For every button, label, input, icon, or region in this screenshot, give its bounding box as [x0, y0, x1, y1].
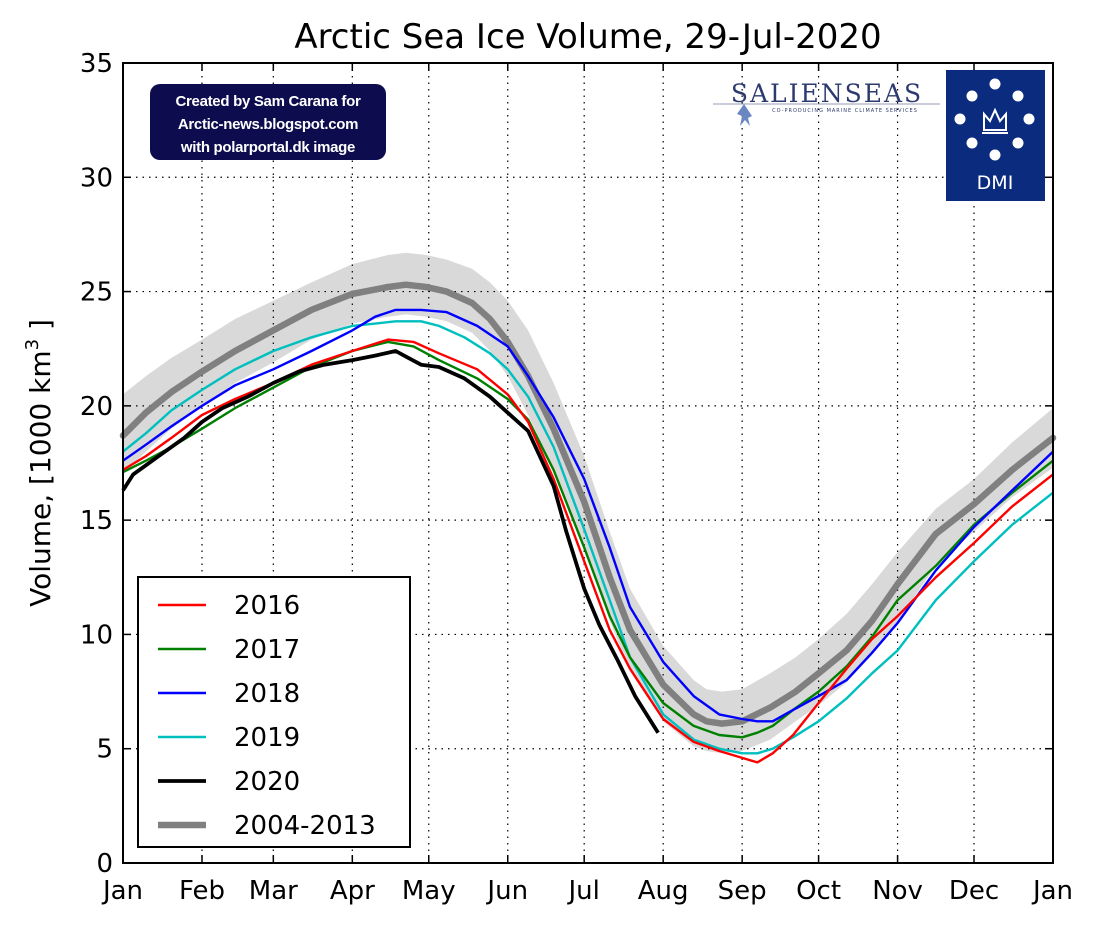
x-tick-label: Jan	[101, 876, 143, 906]
y-axis-title-end: ]	[24, 319, 57, 339]
x-tick-label: Aug	[638, 876, 689, 906]
x-tick-label: Jun	[485, 876, 528, 906]
y-axis-title-superscript: 3	[22, 339, 43, 350]
series-line-2017	[122, 340, 1054, 739]
dmi-crown-icon	[983, 107, 1007, 131]
plot-frame	[122, 62, 1054, 864]
legend-label-2019: 2019	[234, 723, 300, 753]
y-tick-label: 20	[80, 392, 113, 422]
grid-layer	[123, 63, 1053, 863]
dmi-star-icon	[966, 137, 978, 149]
x-tick-label: Dec	[949, 876, 999, 906]
legend: 2016 2017 2018 2019 2020 2004-2013	[137, 576, 411, 848]
legend-frame	[137, 576, 411, 848]
y-tick-label: 0	[96, 849, 113, 879]
y-tick-label: 10	[80, 620, 113, 650]
dmi-logo-text: DMI	[977, 172, 1014, 194]
y-axis-labels: 0 5 10 15 20 25 30 35	[80, 49, 113, 879]
x-tick-label: Jan	[1031, 876, 1073, 906]
x-tick-label: May	[402, 876, 456, 906]
legend-label-2020: 2020	[234, 767, 300, 797]
salienseas-logo: SALIENSEAS CO-PRODUCING MARINE CLIMATE S…	[713, 79, 940, 126]
y-tick-label: 15	[80, 506, 113, 536]
x-tick-label: Apr	[330, 876, 375, 906]
x-tick-label: Feb	[179, 876, 225, 906]
y-tick-label: 30	[80, 163, 113, 193]
dmi-star-icon	[954, 113, 966, 125]
salienseas-logo-mark-icon	[737, 104, 752, 126]
y-tick-label: 35	[80, 49, 113, 79]
legend-label-2017: 2017	[234, 635, 300, 665]
salienseas-logo-text: SALIENSEAS	[731, 79, 923, 108]
y-tick-label: 5	[96, 735, 113, 765]
x-axis-labels: Jan Feb Mar Apr May Jun Jul Aug Sep Oct Nov Dec Jan	[101, 876, 1073, 906]
legend-label-2016: 2016	[234, 591, 300, 621]
credit-line-2: Arctic-news.blogspot.com	[178, 116, 358, 133]
dmi-star-icon	[1023, 113, 1035, 125]
credit-line-3: with polarportal.dk image	[180, 139, 355, 156]
legend-items: 2016 2017 2018 2019 2020 2004-2013	[158, 591, 376, 841]
dmi-star-icon	[1012, 137, 1024, 149]
series-line-2019	[122, 320, 1054, 755]
legend-label-2004-2013: 2004-2013	[234, 811, 376, 841]
dmi-logo: DMI	[946, 70, 1045, 201]
dmi-star-icon	[1012, 90, 1024, 102]
credit-box: Created by Sam Carana for Arctic-news.bl…	[150, 84, 386, 160]
credit-box-background	[150, 84, 386, 160]
chart-title: Arctic Sea Ice Volume, 29-Jul-2020	[294, 17, 881, 57]
dmi-logo-background	[946, 70, 1045, 201]
y-tick-label: 25	[80, 278, 113, 308]
x-tick-label: Jul	[566, 876, 599, 906]
credit-line-1: Created by Sam Carana for	[175, 93, 361, 110]
x-tick-label: Sep	[718, 876, 767, 906]
series-line-2004-2013	[119, 281, 1057, 727]
series-layer	[119, 281, 1057, 764]
series-line-2020	[121, 349, 660, 734]
series-line-2018	[122, 308, 1054, 723]
salienseas-logo-subtitle: CO-PRODUCING MARINE CLIMATE SERVICES	[772, 108, 918, 114]
dmi-star-icon	[966, 90, 978, 102]
dmi-star-icon	[989, 149, 1001, 161]
y-axis-title-main: Volume, [1000 km	[24, 350, 57, 607]
dmi-star-icon	[989, 78, 1001, 90]
legend-label-2018: 2018	[234, 679, 300, 709]
x-tick-label: Nov	[872, 876, 923, 906]
x-tick-label: Oct	[796, 876, 841, 906]
x-tick-label: Mar	[249, 876, 298, 906]
tick-layer	[122, 62, 1054, 864]
y-axis-title: Volume, [1000 km3 ]	[22, 319, 57, 607]
